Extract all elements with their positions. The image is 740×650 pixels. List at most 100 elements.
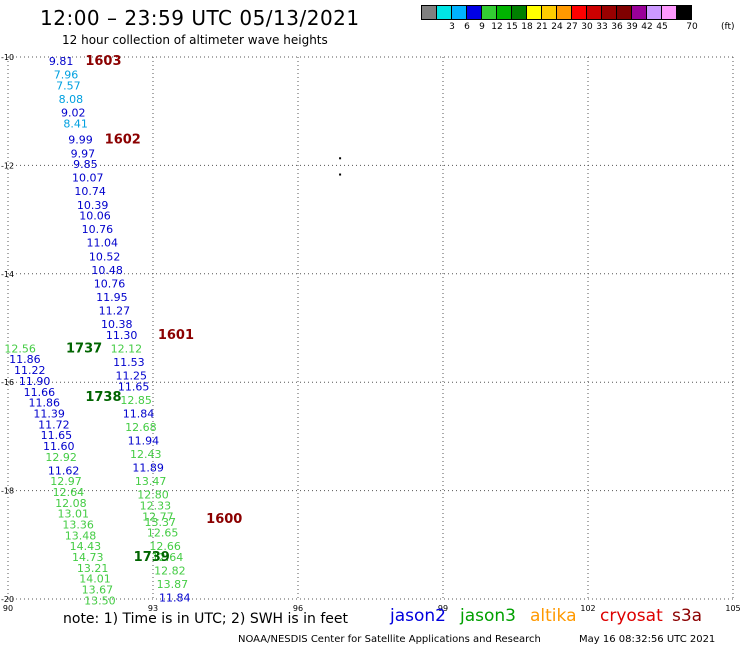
wave-height-label: 10.76 — [82, 223, 114, 236]
island-marker — [339, 157, 342, 160]
lat-tick-label: -12 — [1, 161, 14, 170]
wave-height-label: 9.85 — [73, 158, 98, 171]
colorbar-label: 36 — [611, 22, 623, 32]
colorbar-label: 42 — [641, 22, 653, 32]
lon-tick-label: 102 — [580, 604, 595, 613]
wave-height-label: 12.85 — [120, 394, 152, 407]
wave-height-label: 11.25 — [116, 369, 148, 382]
wave-height-label: 12.65 — [147, 527, 179, 540]
wave-height-label: 11.89 — [132, 462, 164, 475]
wave-height-label: 14.43 — [70, 540, 102, 553]
wave-height-label: 10.76 — [94, 277, 126, 290]
wave-height-label: 8.41 — [63, 117, 88, 130]
lon-tick-label: 99 — [438, 604, 448, 613]
colorbar-label: 9 — [479, 22, 485, 32]
wave-height-label: 12.82 — [154, 565, 186, 578]
wave-height-label: 13.01 — [58, 508, 90, 521]
wave-height-label: 11.53 — [113, 356, 145, 369]
lon-tick-label: 105 — [725, 604, 740, 613]
wave-height-label: 11.39 — [33, 407, 65, 420]
wave-height-label: 9.02 — [61, 107, 86, 120]
colorbar-label: 12 — [491, 22, 503, 32]
wave-height-label: 11.86 — [9, 353, 41, 366]
wave-height-label: 11.65 — [41, 429, 73, 442]
colorbar-label: 24 — [551, 22, 563, 32]
wave-height-label: 11.90 — [19, 375, 51, 388]
wave-height-label: 11.22 — [14, 364, 46, 377]
satellite-legend-altika: altika — [530, 606, 577, 626]
orbit-number-label: 1600 — [206, 512, 242, 527]
lat-tick-label: -14 — [1, 270, 14, 279]
wave-height-label: 13.37 — [145, 516, 177, 529]
wave-height-label: 11.27 — [99, 304, 131, 317]
wave-height-label: 10.39 — [77, 199, 109, 212]
orbit-number-label: 1739 — [134, 550, 170, 565]
lon-tick-label: 90 — [3, 604, 13, 613]
wave-height-label: 11.66 — [24, 386, 56, 399]
wave-height-label: 10.48 — [91, 264, 123, 277]
wave-height-label: 12.43 — [130, 448, 162, 461]
wave-height-label: 14.01 — [79, 573, 111, 586]
wave-height-label: 11.84 — [159, 592, 191, 605]
colorbar-label: 27 — [566, 22, 578, 32]
wave-height-label: 13.48 — [65, 529, 97, 542]
colorbar-label: 70 — [686, 22, 698, 32]
wave-height-label: 11.72 — [38, 418, 70, 431]
colorbar-label: 21 — [536, 22, 548, 32]
satellite-legend-s3a: s3a — [672, 606, 703, 626]
orbit-number-label: 1601 — [158, 328, 194, 343]
wave-height-label: 13.47 — [135, 475, 167, 488]
lat-tick-label: -10 — [1, 53, 14, 62]
orbit-number-label: 1737 — [66, 341, 102, 356]
colorbar-label: 18 — [521, 22, 533, 32]
colorbar-label: 39 — [626, 22, 638, 32]
page-subtitle: 12 hour collection of altimeter wave hei… — [62, 33, 328, 47]
wave-height-label: 10.06 — [79, 210, 111, 223]
colorbar-swatch — [676, 5, 692, 20]
wave-height-label: 12.66 — [149, 540, 181, 553]
wave-height-label: 13.50 — [84, 594, 116, 607]
wave-height-label: 12.77 — [142, 510, 174, 523]
wave-height-label: 10.52 — [89, 250, 121, 263]
wave-height-label: 12.33 — [140, 500, 172, 513]
footer-note: note: 1) Time is in UTC; 2) SWH is in fe… — [63, 611, 349, 627]
wave-height-label: 11.86 — [29, 397, 61, 410]
wave-height-label: 12.68 — [125, 421, 157, 434]
wave-height-label: 14.73 — [72, 551, 104, 564]
credit-text: NOAA/NESDIS Center for Satellite Applica… — [238, 634, 541, 645]
wave-height-label: 10.38 — [101, 318, 133, 331]
wave-height-label: 12.64 — [53, 486, 85, 499]
satellite-legend-jason2: jason2 — [390, 606, 446, 626]
wave-height-label: 12.12 — [111, 342, 143, 355]
wave-height-label: 12.56 — [4, 342, 36, 355]
lon-tick-label: 96 — [293, 604, 303, 613]
island-marker — [339, 173, 342, 176]
colorbar-label: 45 — [656, 22, 668, 32]
wave-height-label: 11.62 — [48, 464, 80, 477]
lon-tick-label: 93 — [148, 604, 158, 613]
colorbar-label: 30 — [581, 22, 593, 32]
colorbar-label: 6 — [464, 22, 470, 32]
wave-height-label: 8.08 — [59, 93, 84, 106]
wave-height-label: 13.67 — [82, 584, 114, 597]
orbit-number-label: 1603 — [85, 54, 121, 69]
colorbar-label: 15 — [506, 22, 518, 32]
orbit-number-label: 1602 — [105, 133, 141, 148]
colorbar-label: 33 — [596, 22, 608, 32]
wave-height-label: 12.08 — [55, 497, 87, 510]
wave-height-label: 13.36 — [62, 519, 94, 532]
generated-timestamp: May 16 08:32:56 UTC 2021 — [579, 634, 716, 645]
wave-height-label: 11.84 — [123, 407, 155, 420]
wave-height-label: 11.65 — [118, 380, 150, 393]
lat-tick-label: -20 — [1, 595, 14, 604]
colorbar — [421, 5, 692, 20]
colorbar-labels: 3 6 9 12 15 18 21 24 27 30 33 36 39 42 45 70 (ft) — [422, 22, 740, 34]
wave-height-label: 11.60 — [43, 440, 75, 453]
wave-height-label: 11.04 — [87, 237, 119, 250]
wave-height-label: 11.94 — [128, 435, 160, 448]
wave-height-label: 9.99 — [68, 134, 93, 147]
wave-height-label: 12.92 — [45, 451, 77, 464]
wave-height-label: 10.74 — [74, 185, 106, 198]
satellite-legend-cryosat: cryosat — [600, 606, 663, 626]
